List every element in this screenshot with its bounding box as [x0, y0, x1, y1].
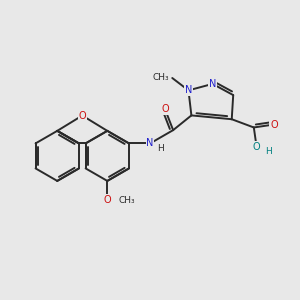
- Text: H: H: [158, 144, 164, 153]
- Text: H: H: [265, 147, 272, 156]
- Text: CH₃: CH₃: [152, 73, 169, 82]
- Text: N: N: [209, 79, 216, 89]
- Text: O: O: [103, 195, 111, 205]
- Text: O: O: [253, 142, 261, 152]
- Text: O: O: [270, 119, 278, 130]
- Text: N: N: [185, 85, 192, 95]
- Text: O: O: [161, 104, 169, 114]
- Text: CH₃: CH₃: [118, 196, 135, 205]
- Text: N: N: [146, 138, 154, 148]
- Text: O: O: [79, 110, 86, 121]
